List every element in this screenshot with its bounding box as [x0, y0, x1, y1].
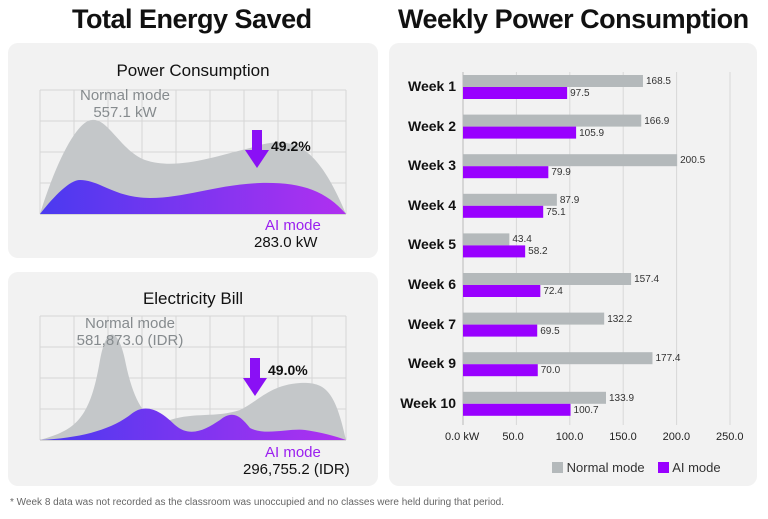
bill-ai-area [40, 408, 346, 440]
week-label: Week 9 [408, 355, 456, 372]
bar-ai [463, 403, 571, 416]
bar-ai [463, 285, 541, 297]
week-label: Week 3 [408, 157, 456, 174]
bar-ai [463, 364, 538, 377]
bill-ai-label: AI mode [265, 444, 321, 461]
bar-ai [463, 245, 526, 258]
bar-normal [463, 154, 678, 167]
week-label: Week 1 [408, 78, 456, 94]
week-label: Week 10 [400, 394, 456, 411]
x-tick-label: 50.0 [502, 431, 524, 443]
x-tick-label: 200.0 [662, 431, 691, 443]
bill-normal-label-text: Normal mode [84, 315, 176, 332]
bar-ai-value: 97.5 [570, 88, 590, 99]
bar-normal [463, 75, 643, 87]
bar-ai [463, 166, 549, 179]
power-title: Power Consumption [116, 61, 270, 80]
bar-normal [463, 273, 632, 285]
bar-normal [463, 233, 510, 246]
bar-normal-value: 200.5 [680, 155, 706, 167]
bill-normal-label: Normal mode 581,873.0 (IDR) [65, 315, 195, 349]
week-label: Week 6 [408, 276, 456, 292]
legend: Normal mode AI mode [552, 460, 721, 475]
bar-normal [463, 352, 653, 365]
bar-normal-value: 132.2 [607, 313, 633, 325]
power-ai-label: AI mode [265, 217, 321, 234]
bill-normal-area [40, 334, 346, 440]
bill-title: Electricity Bill [142, 289, 244, 308]
week-label: Week 4 [408, 196, 456, 213]
power-normal-label: Normal mode 557.1 kW [60, 87, 190, 121]
bar-ai [463, 87, 568, 99]
bar-ai-value: 58.2 [528, 246, 548, 258]
x-tick-label: 150.0 [609, 431, 637, 443]
x-tick-label: 250.0 [716, 431, 744, 443]
x-tick-label: 100.0 [555, 431, 584, 443]
bar-ai-value: 75.1 [546, 206, 566, 218]
power-normal-label-text: Normal mode [79, 87, 171, 104]
bill-ai-value: 296,755.2 (IDR) [243, 461, 350, 478]
power-ai-area [40, 180, 346, 214]
bar-ai-value: 72.4 [543, 286, 563, 297]
bar-ai-value: 70.0 [540, 365, 561, 377]
week-label: Week 7 [408, 315, 456, 332]
week-label: Week 5 [408, 236, 456, 253]
bill-panel [8, 272, 378, 486]
bill-reduction: 49.0% [268, 362, 308, 378]
bar-normal-value: 157.4 [634, 274, 660, 285]
power-normal-value: 557.1 kW [93, 104, 157, 121]
bar-ai [463, 126, 577, 139]
legend-normal-swatch [552, 462, 563, 473]
weekly-bars [462, 72, 731, 425]
bar-normal [463, 193, 557, 206]
power-arrow-icon [245, 130, 269, 168]
bill-arrow-icon [243, 358, 267, 396]
bar-normal-value: 133.9 [609, 392, 635, 404]
bar-ai-value: 69.5 [540, 325, 560, 337]
bar-normal-value: 166.9 [644, 115, 670, 127]
footnote: * Week 8 data was not recorded as the cl… [10, 497, 504, 508]
left-title: Total Energy Saved [72, 4, 312, 34]
bar-ai-value: 100.7 [573, 404, 599, 416]
bar-normal [463, 391, 607, 404]
power-ai-value: 283.0 kW [254, 234, 318, 251]
bar-normal-value: 177.4 [655, 353, 681, 365]
bar-normal-value: 43.4 [512, 234, 532, 246]
bar-ai-value: 79.9 [551, 167, 571, 179]
bar-ai [463, 324, 538, 337]
bill-normal-value: 581,873.0 (IDR) [76, 332, 184, 349]
week-label: Week 2 [408, 117, 456, 134]
legend-ai-label: AI mode [672, 460, 721, 475]
bar-ai [463, 205, 544, 218]
bar-normal-value: 87.9 [559, 194, 580, 206]
right-title: Weekly Power Consumption [398, 4, 749, 34]
bar-normal [463, 114, 642, 127]
power-reduction: 49.2% [271, 138, 311, 154]
legend-normal-label: Normal mode [566, 460, 645, 475]
bar-ai-value: 105.9 [579, 127, 605, 139]
x-tick-label: 0.0 kW [445, 431, 480, 443]
bar-normal-value: 168.5 [645, 76, 671, 87]
legend-ai-swatch [658, 462, 670, 473]
bar-normal [463, 312, 605, 325]
